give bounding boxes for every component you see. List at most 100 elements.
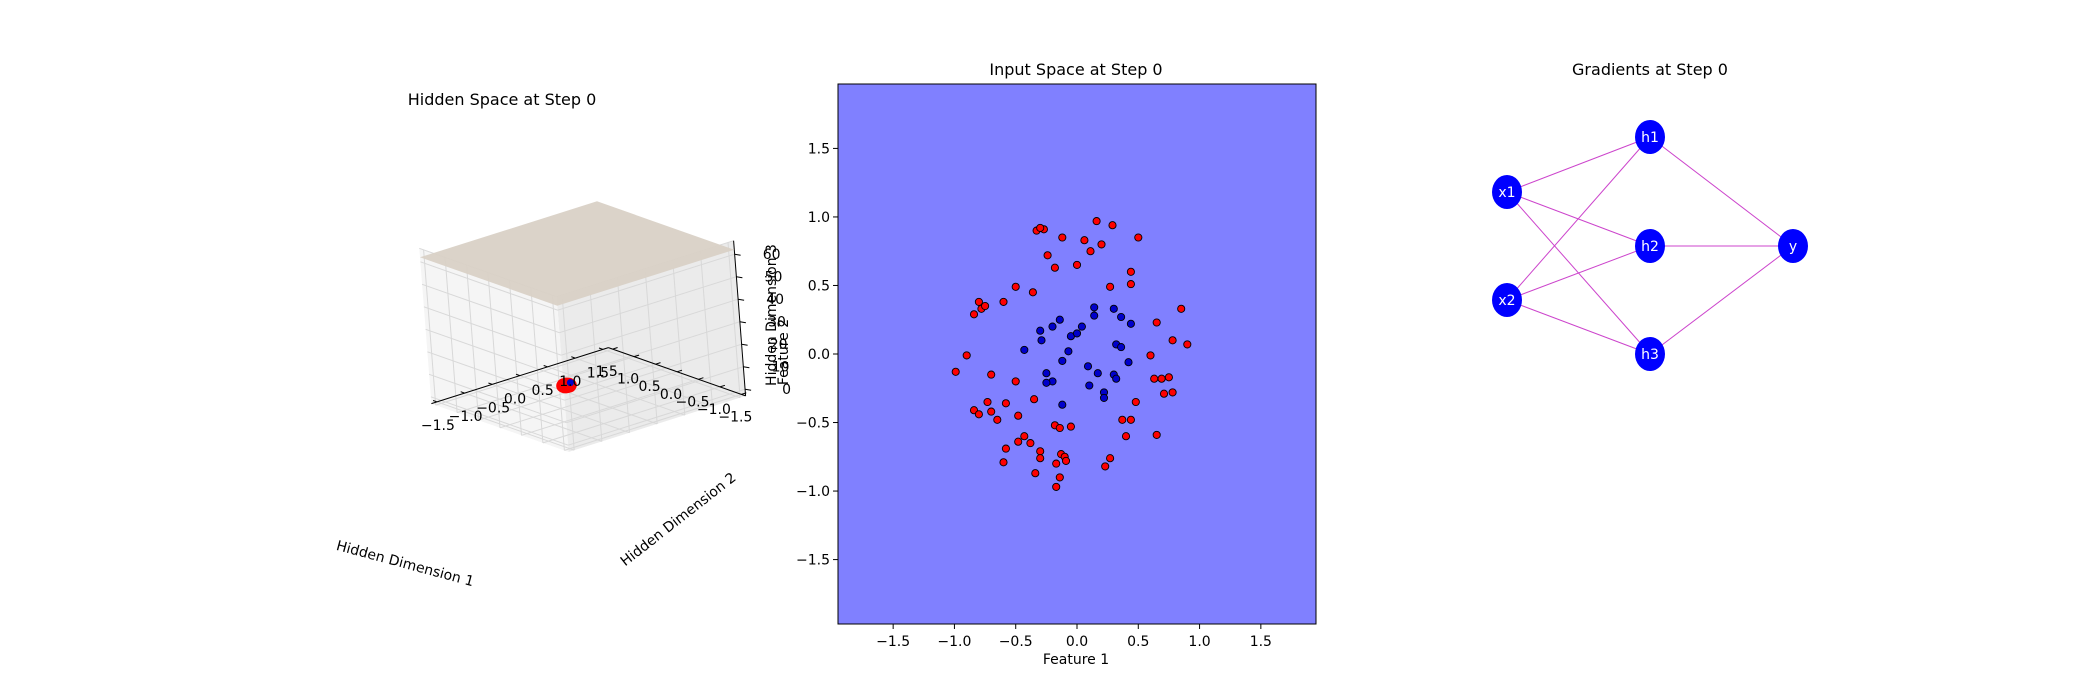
x3d-tick-mark xyxy=(676,369,683,373)
outer-class-point-17 xyxy=(1028,288,1037,297)
node-label-h2: h2 xyxy=(1641,239,1659,255)
side-grid-x xyxy=(530,287,544,443)
y3d-tick-mark xyxy=(432,400,438,403)
outer-class-point-34 xyxy=(1014,411,1023,420)
z3d-tick-mark xyxy=(741,343,748,346)
back-grid-z xyxy=(561,298,739,356)
decision-region xyxy=(837,83,1317,625)
outer-class-point-14 xyxy=(1126,267,1135,276)
outer-class-point-60 xyxy=(1164,373,1173,382)
x-tick-label: 0.5 xyxy=(1127,634,1149,650)
side-grid-x xyxy=(508,280,522,436)
inner-class-point-25 xyxy=(1085,381,1094,390)
y3d-tick-mark xyxy=(460,391,465,394)
edge-h3-y xyxy=(1649,245,1794,355)
node-y xyxy=(1778,229,1808,263)
outer-class-point-61 xyxy=(1168,388,1177,397)
x-tick-label: −0.5 xyxy=(999,634,1033,650)
outer-class-point-37 xyxy=(1014,437,1023,446)
x3d-tick-label: 1.5 xyxy=(596,364,618,380)
inner-class-point-17 xyxy=(1042,378,1051,387)
outer-class-point-56 xyxy=(1121,432,1131,441)
y3d-tick-mark xyxy=(515,373,521,377)
back-grid-y xyxy=(644,268,658,424)
x-tick-label: −1.0 xyxy=(937,634,971,650)
x3d-tick-label: 0.5 xyxy=(638,379,660,395)
overlapping-feature-2-label: Feature 2 xyxy=(776,319,792,385)
outer-class-point-11 xyxy=(1108,221,1117,230)
outer-class-point-9 xyxy=(1092,217,1101,226)
outer-class-point-31 xyxy=(974,410,983,419)
hidden-surface-plane xyxy=(420,201,735,306)
outer-class-point-52 xyxy=(1101,462,1110,471)
side-grid-x xyxy=(487,272,501,428)
back-grid-y xyxy=(699,251,713,407)
node-h2 xyxy=(1635,229,1665,263)
inner-class-point-12 xyxy=(1126,319,1135,328)
back-grid-z xyxy=(566,366,744,424)
outer-class-point-32 xyxy=(987,407,996,416)
outer-class-point-36 xyxy=(999,458,1008,467)
x3d-tick-mark xyxy=(612,347,618,350)
y3d-tick-label: −0.5 xyxy=(476,400,510,416)
outer-class-point-21 xyxy=(969,310,979,319)
outer-class-point-12 xyxy=(1134,233,1143,242)
y3d-tick-label: 1.0 xyxy=(559,374,581,390)
y3d-tick-label: 0.5 xyxy=(532,383,554,399)
back-grid-y xyxy=(672,259,686,416)
z3d-tick-label: 20 xyxy=(770,337,788,353)
outer-class-point-29 xyxy=(983,397,992,407)
outer-class-point-22 xyxy=(981,301,990,311)
outer-class-point-8 xyxy=(1086,247,1095,256)
z3d-tick-label: 60 xyxy=(763,247,781,263)
outer-class-point-64 xyxy=(1146,351,1155,360)
outer-class-point-3 xyxy=(1043,251,1052,260)
outer-class-point-44 xyxy=(1066,422,1075,431)
back-grid-y xyxy=(727,242,741,398)
node-label-h1: h1 xyxy=(1641,130,1659,146)
outer-class-point-47 xyxy=(1061,456,1071,465)
side-grid-z xyxy=(427,351,565,401)
edge-h1-y xyxy=(1649,136,1794,247)
z3d-tick-mark xyxy=(745,388,752,391)
x3d-tick-mark xyxy=(633,354,640,358)
outer-class-point-16 xyxy=(1011,282,1020,291)
x-tick-label: 0.0 xyxy=(1066,634,1088,650)
inner-class-point-1 xyxy=(1037,336,1046,345)
outer-class-point-28 xyxy=(1001,399,1010,408)
floor-grid-y xyxy=(519,375,658,425)
outer-class-point-39 xyxy=(1026,439,1035,448)
inner-class-point-6 xyxy=(1072,329,1082,338)
edge-x2-h3 xyxy=(1506,299,1651,355)
x3d-tick-label: 1.0 xyxy=(617,372,639,388)
z3d-tick-label: 10 xyxy=(772,360,790,376)
inner-class-point-21 xyxy=(1093,369,1102,378)
x3d-tick-label: −1.0 xyxy=(697,402,731,418)
z3d-tick-label: 30 xyxy=(768,315,786,331)
outer-class-point-57 xyxy=(1131,397,1140,407)
z3d-tick-mark xyxy=(738,298,745,301)
outer-class-point-58 xyxy=(1150,374,1159,383)
x-tick-label: 1.5 xyxy=(1250,634,1272,650)
floor-grid-y xyxy=(464,392,603,442)
outer-class-point-6 xyxy=(1072,260,1082,269)
x3d-tick-label: 0.0 xyxy=(660,387,682,403)
y-tick-label: −0.5 xyxy=(796,416,830,432)
x3d-tick-mark xyxy=(655,362,661,365)
inner-class-point-8 xyxy=(1090,303,1099,312)
z3d-tick-mark xyxy=(743,366,750,369)
node-label-x1: x1 xyxy=(1498,185,1515,201)
hidden-space-title: Hidden Space at Step 0 xyxy=(408,90,597,109)
side-grid-x xyxy=(551,295,565,451)
node-x1 xyxy=(1492,175,1522,209)
x3d-tick-mark xyxy=(741,392,747,395)
gradients-panel: Gradients at Step 0 x1 x2 h1 h2 h3 y xyxy=(1492,60,1808,371)
edge-x2-h1 xyxy=(1506,136,1651,301)
node-x2 xyxy=(1492,283,1522,317)
outer-class-point-63 xyxy=(1152,430,1161,439)
back-grid-z xyxy=(564,343,742,401)
outer-class-point-5 xyxy=(1050,263,1059,272)
node-label-x2: x2 xyxy=(1498,293,1515,309)
z-axis-line xyxy=(733,240,747,396)
